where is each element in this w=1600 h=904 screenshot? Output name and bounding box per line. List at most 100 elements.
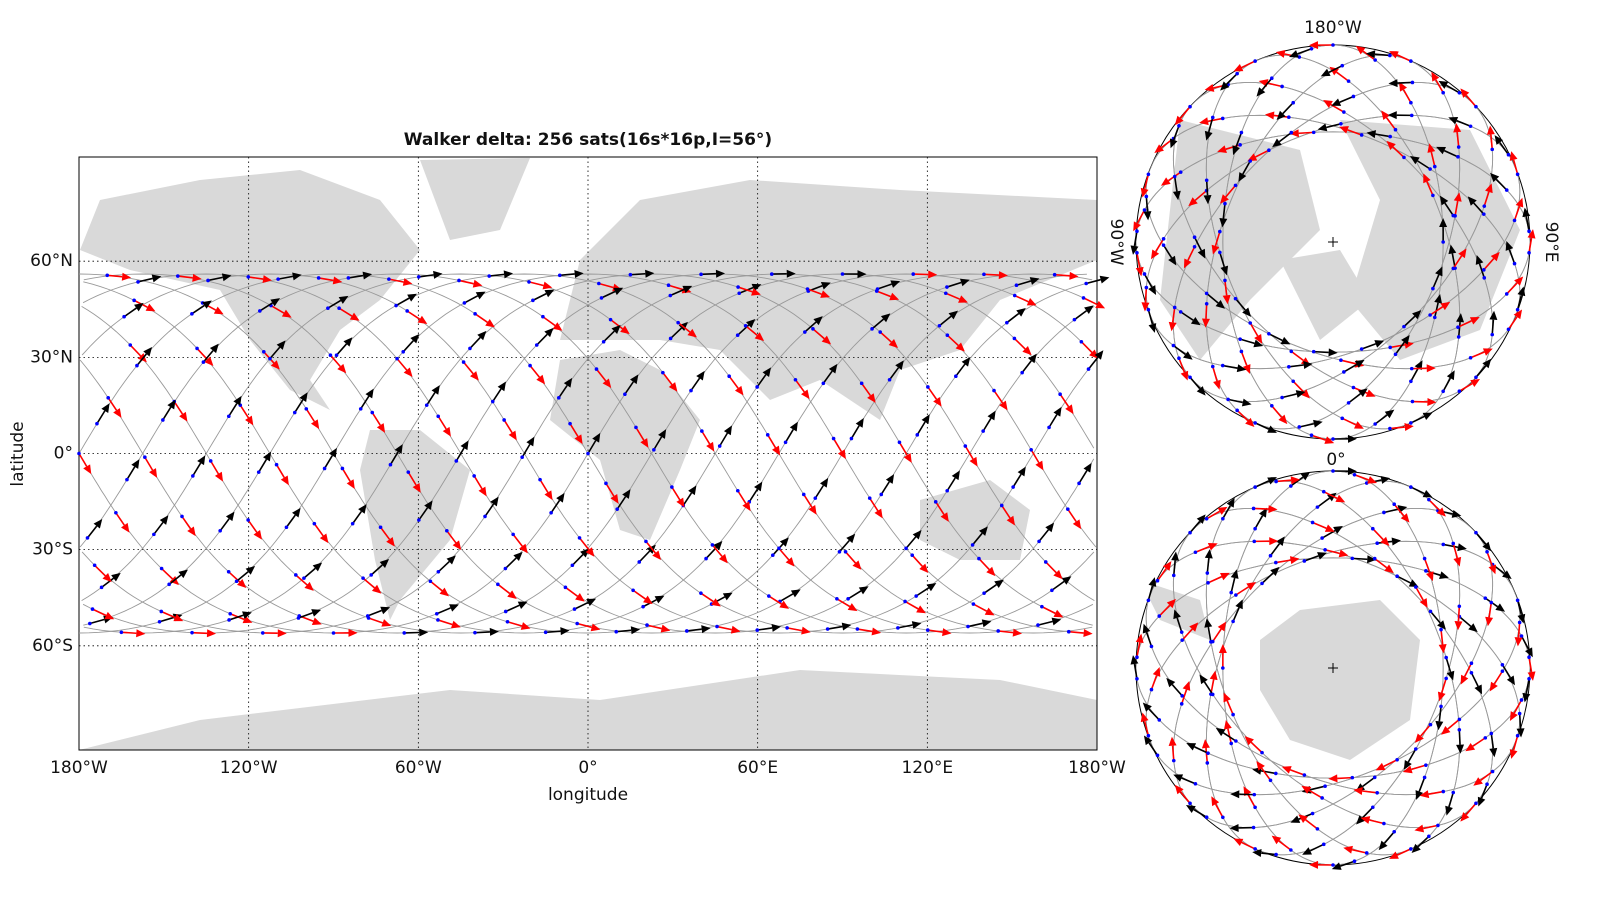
arrow-shaft — [546, 631, 561, 632]
arrow-shaft — [1272, 406, 1282, 417]
satellite-dot — [1414, 585, 1418, 589]
satellite-dot — [1235, 409, 1239, 413]
arrow-head — [197, 455, 205, 465]
satellite-dot — [1482, 268, 1486, 272]
arrow-shaft — [1459, 384, 1472, 392]
arrow-shaft — [1471, 673, 1478, 686]
satellite-dot — [1050, 588, 1054, 592]
arrow-shaft — [1515, 206, 1520, 220]
satellite-dot — [1331, 43, 1335, 47]
satellite-dot — [1229, 591, 1233, 595]
arrow-head — [1427, 364, 1436, 372]
satellite-dot — [898, 440, 902, 444]
arrow-head — [1427, 398, 1436, 406]
satellite-dot — [1211, 116, 1215, 120]
arrow-shaft — [672, 487, 680, 500]
satellite-dot — [1409, 485, 1413, 489]
satellite-dot — [1135, 251, 1139, 255]
satellite-dot — [504, 567, 508, 571]
arrow-shaft — [1362, 791, 1377, 793]
arrow-shaft — [1375, 415, 1387, 424]
arrow-head — [688, 485, 696, 495]
satellite-dot — [645, 623, 649, 627]
satellite-dot — [417, 518, 421, 522]
satellite-dot — [586, 452, 590, 456]
arrow-shaft — [905, 601, 918, 608]
satellite-dot — [573, 607, 577, 611]
arrow-shaft — [786, 429, 794, 442]
satellite-dot — [1221, 517, 1225, 521]
arrow-shaft — [691, 378, 700, 390]
satellite-dot — [1157, 718, 1161, 722]
satellite-dot — [595, 367, 599, 371]
satellite-dot — [394, 304, 398, 308]
satellite-dot — [1388, 135, 1392, 139]
arrow-head — [311, 609, 321, 617]
arrow-shaft — [513, 534, 522, 546]
satellite-dot — [609, 318, 613, 322]
arrow-head — [1268, 505, 1277, 513]
satellite-dot — [473, 312, 477, 316]
satellite-dot — [1238, 143, 1242, 147]
satellite-dot — [841, 272, 845, 276]
arrow-shaft — [543, 317, 555, 326]
arrow-head — [1289, 50, 1299, 58]
satellite-dot — [1234, 184, 1238, 188]
satellite-dot — [159, 610, 163, 614]
satellite-dot — [1235, 72, 1239, 76]
arrow-shaft — [1466, 803, 1476, 814]
arrow-shaft — [1341, 360, 1356, 364]
arrow-shaft — [277, 465, 285, 478]
satellite-dot — [1289, 350, 1293, 354]
satellite-dot — [100, 586, 104, 590]
arrow-shaft — [1282, 394, 1297, 398]
satellite-dot — [506, 620, 510, 624]
satellite-dot — [1005, 321, 1009, 325]
satellite-dot — [302, 576, 306, 580]
arrow-shaft — [459, 280, 474, 283]
satellite-dot — [535, 343, 539, 347]
satellite-dot — [1252, 540, 1256, 544]
satellite-dot — [218, 529, 222, 533]
arrow-shaft — [259, 459, 267, 472]
satellite-dot — [1505, 292, 1509, 296]
satellite-dot — [1470, 661, 1474, 665]
satellite-dot — [1280, 85, 1284, 89]
arrow-head — [999, 401, 1007, 411]
satellite-dot — [1179, 170, 1183, 174]
satellite-dot — [966, 625, 970, 629]
satellite-dot — [667, 283, 671, 287]
satellite-dot — [135, 364, 139, 368]
satellite-dot — [1431, 287, 1435, 291]
arrow-shaft — [965, 446, 973, 459]
satellite-dot — [1238, 337, 1242, 341]
satellite-dot — [387, 277, 391, 281]
arrow-head — [312, 617, 322, 624]
satellite-dot — [405, 309, 409, 313]
satellite-dot — [502, 418, 506, 422]
satellite-dot — [326, 306, 330, 310]
arrow-shaft — [438, 620, 452, 625]
satellite-dot — [1058, 392, 1062, 396]
chart-title: Walker delta: 256 sats(16s*16p,I=56°) — [404, 130, 772, 150]
arrow-head — [94, 519, 103, 529]
satellite-dot — [95, 422, 99, 426]
satellite-dot — [736, 285, 740, 289]
arrow-head — [1199, 674, 1207, 684]
arrow-shaft — [1494, 671, 1502, 684]
arrow-shaft — [529, 282, 544, 286]
arrow-head — [292, 508, 301, 518]
satellite-dot — [1424, 569, 1428, 573]
arrow-head — [1510, 749, 1518, 759]
satellite-dot — [878, 330, 882, 334]
arrow-shaft — [1233, 608, 1239, 622]
arrow-shaft — [475, 314, 487, 322]
satellite-dot — [417, 275, 421, 279]
satellite-dot — [1173, 175, 1177, 179]
satellite-dot — [1322, 490, 1326, 494]
satellite-dot — [1423, 557, 1427, 561]
arrow-shaft — [616, 630, 631, 631]
arrow-head — [320, 533, 329, 543]
satellite-dot — [1439, 705, 1443, 709]
satellite-dot — [1188, 531, 1192, 535]
